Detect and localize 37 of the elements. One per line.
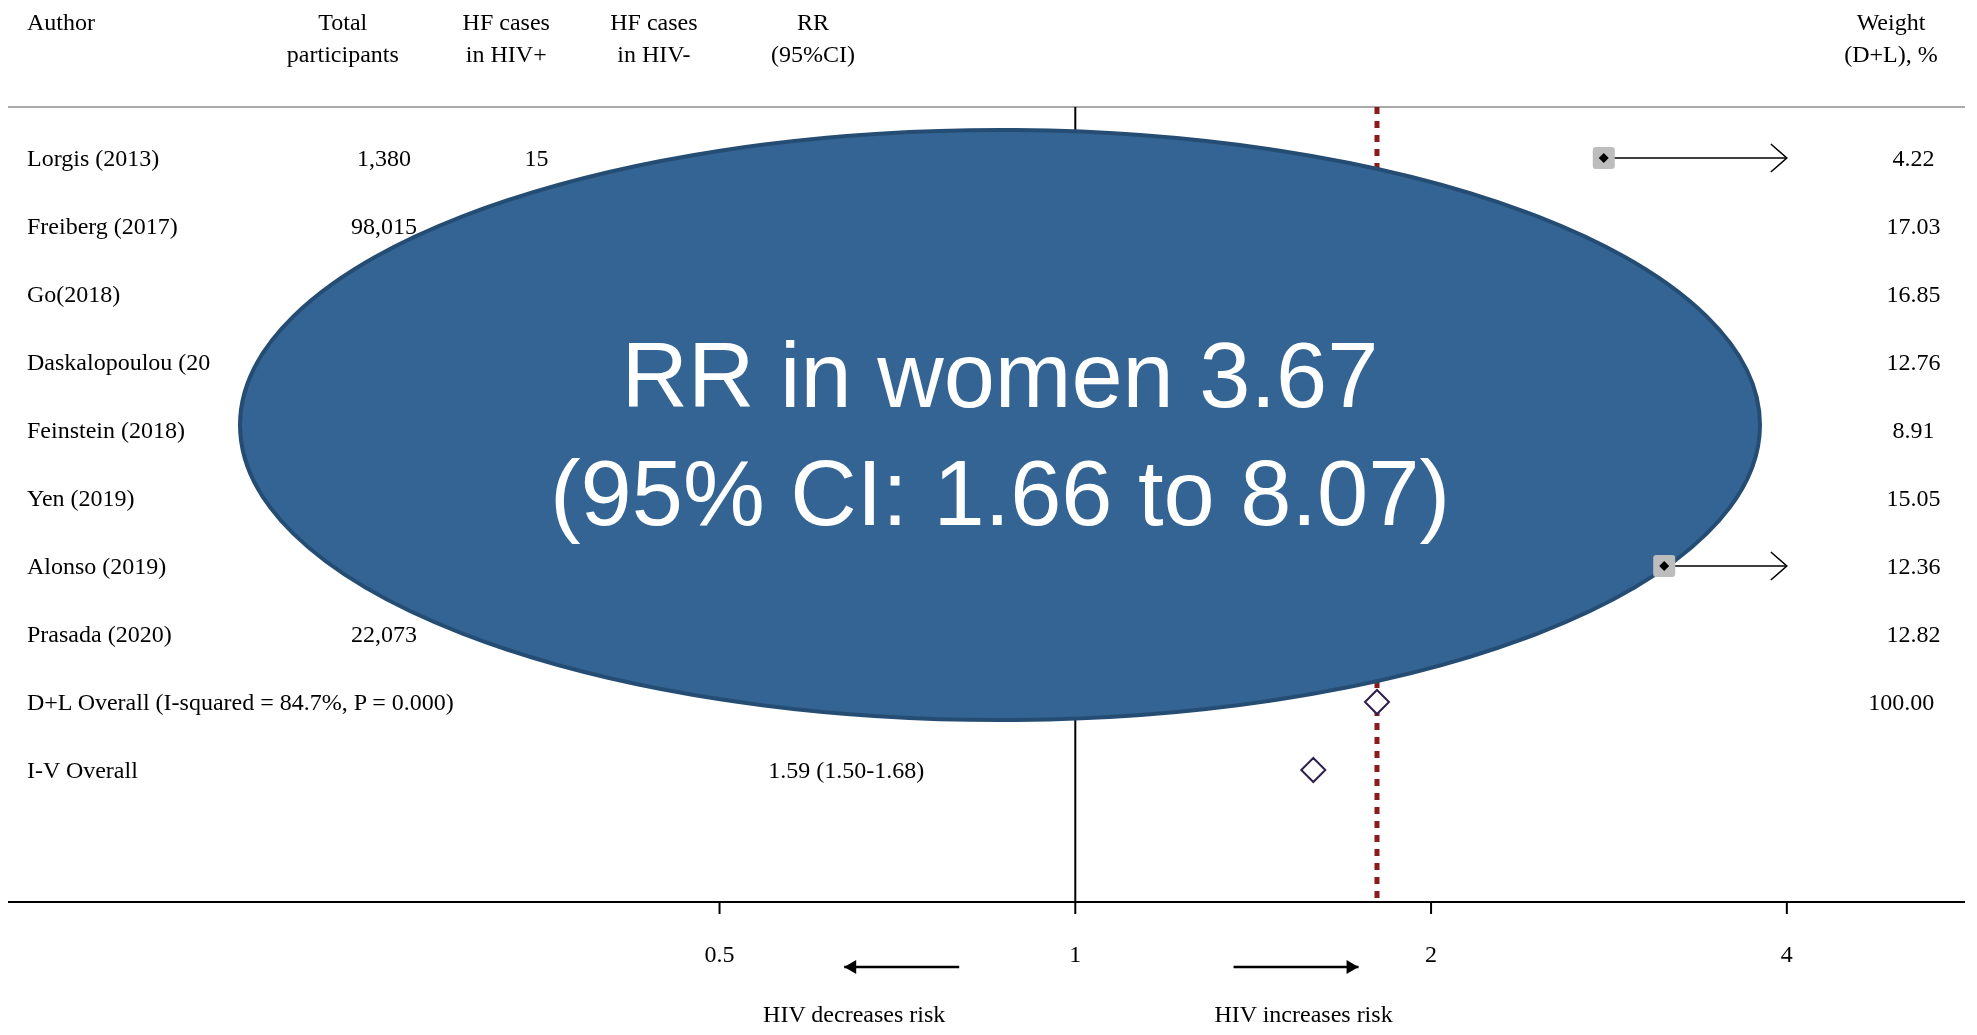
y-tick-label: I-V Overall	[27, 757, 139, 783]
y-tick-label: Go(2018)	[27, 281, 121, 307]
x-tick-label: 0.5	[704, 941, 735, 967]
text: HIV decreases risk	[763, 1001, 946, 1027]
annotation: RR in women 3.67 (95% CI: 1.66 to 8.07)	[549, 324, 1451, 544]
x-tick-label: 2	[1425, 941, 1438, 967]
annotation: 15	[524, 145, 549, 171]
y-tick-label: Daskalopoulou (20	[27, 349, 211, 375]
y-tick-label: Yen (2019)	[27, 485, 135, 511]
x-tick-label: 4	[1780, 941, 1793, 967]
annotation: 8.91	[1892, 417, 1935, 443]
x-tick-label: 1	[1069, 941, 1082, 967]
y-tick-label: Lorgis (2013)	[27, 145, 160, 171]
y-tick-label: Alonso (2019)	[27, 553, 167, 579]
annotation: 12.36	[1886, 553, 1941, 579]
text: HIV increases risk	[1214, 1001, 1393, 1027]
annotation: 12.82	[1886, 621, 1941, 647]
text: Total participants	[286, 9, 399, 67]
text: Weight (D+L), %	[1844, 9, 1938, 67]
y-tick-label: Freiberg (2017)	[27, 213, 178, 239]
annotation: 22,073	[350, 621, 417, 647]
annotation: 17.03	[1886, 213, 1941, 239]
annotation: 1.59 (1.50-1.68)	[768, 757, 925, 783]
annotation: 12.76	[1886, 349, 1941, 375]
annotation: 1,380	[356, 145, 411, 171]
annotation: 100.00	[1868, 689, 1935, 715]
annotation: 98,015	[350, 213, 417, 239]
y-axis-title: Author	[27, 9, 95, 35]
text: HF cases in HIV+	[462, 9, 550, 67]
annotation: 4.22	[1892, 145, 1935, 171]
annotation: 15.05	[1886, 485, 1941, 511]
text: HF cases in HIV-	[610, 9, 698, 67]
text: RR (95%CI)	[771, 9, 856, 67]
annotation: 16.85	[1886, 281, 1941, 307]
y-tick-label: D+L Overall (I-squared = 84.7%, P = 0.000)	[27, 689, 454, 715]
y-tick-label: Feinstein (2018)	[27, 417, 185, 443]
y-tick-label: Prasada (2020)	[27, 621, 172, 647]
